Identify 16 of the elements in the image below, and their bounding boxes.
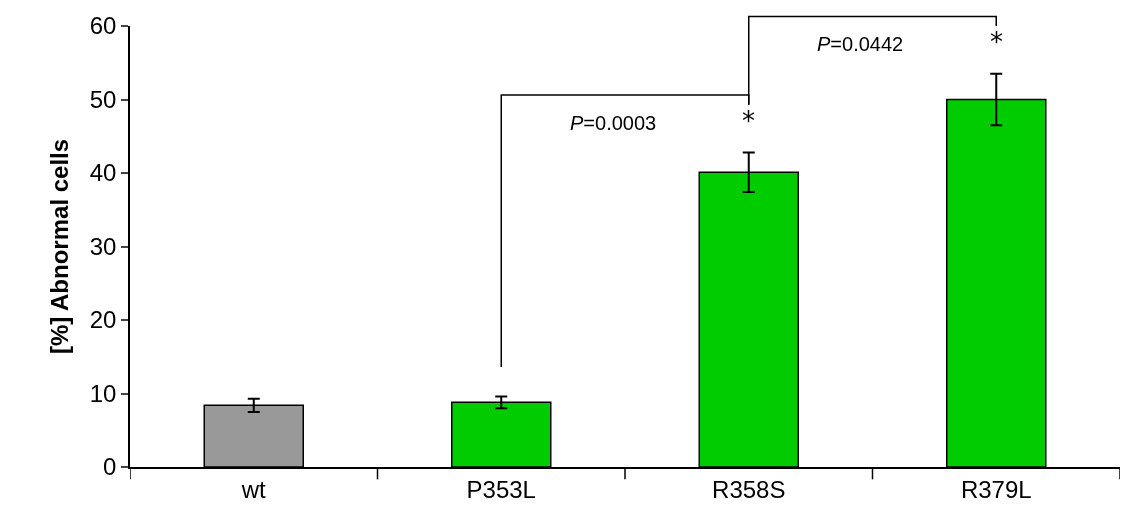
y-tick-label: 0 [103,453,117,481]
x-tick-label: wt [240,475,267,503]
y-tick-label: 30 [89,232,117,260]
y-axis-title: [%] Abnormal cells [46,138,74,355]
x-tick-label: P353L [466,475,536,503]
x-tick-label: R379L [960,475,1032,503]
annotation: P=0.0442 [817,33,904,55]
y-tick-label: 20 [89,306,117,334]
y-tick-label: 50 [89,85,117,113]
y-tick-label: 10 [89,379,117,407]
x-tick-label: R358S [712,475,786,503]
annotation: * [742,106,755,136]
annotation: P=0.0003 [570,112,657,134]
y-tick-label: 40 [89,159,117,187]
y-tick-label: 60 [89,12,117,40]
annotation: * [990,27,1003,57]
